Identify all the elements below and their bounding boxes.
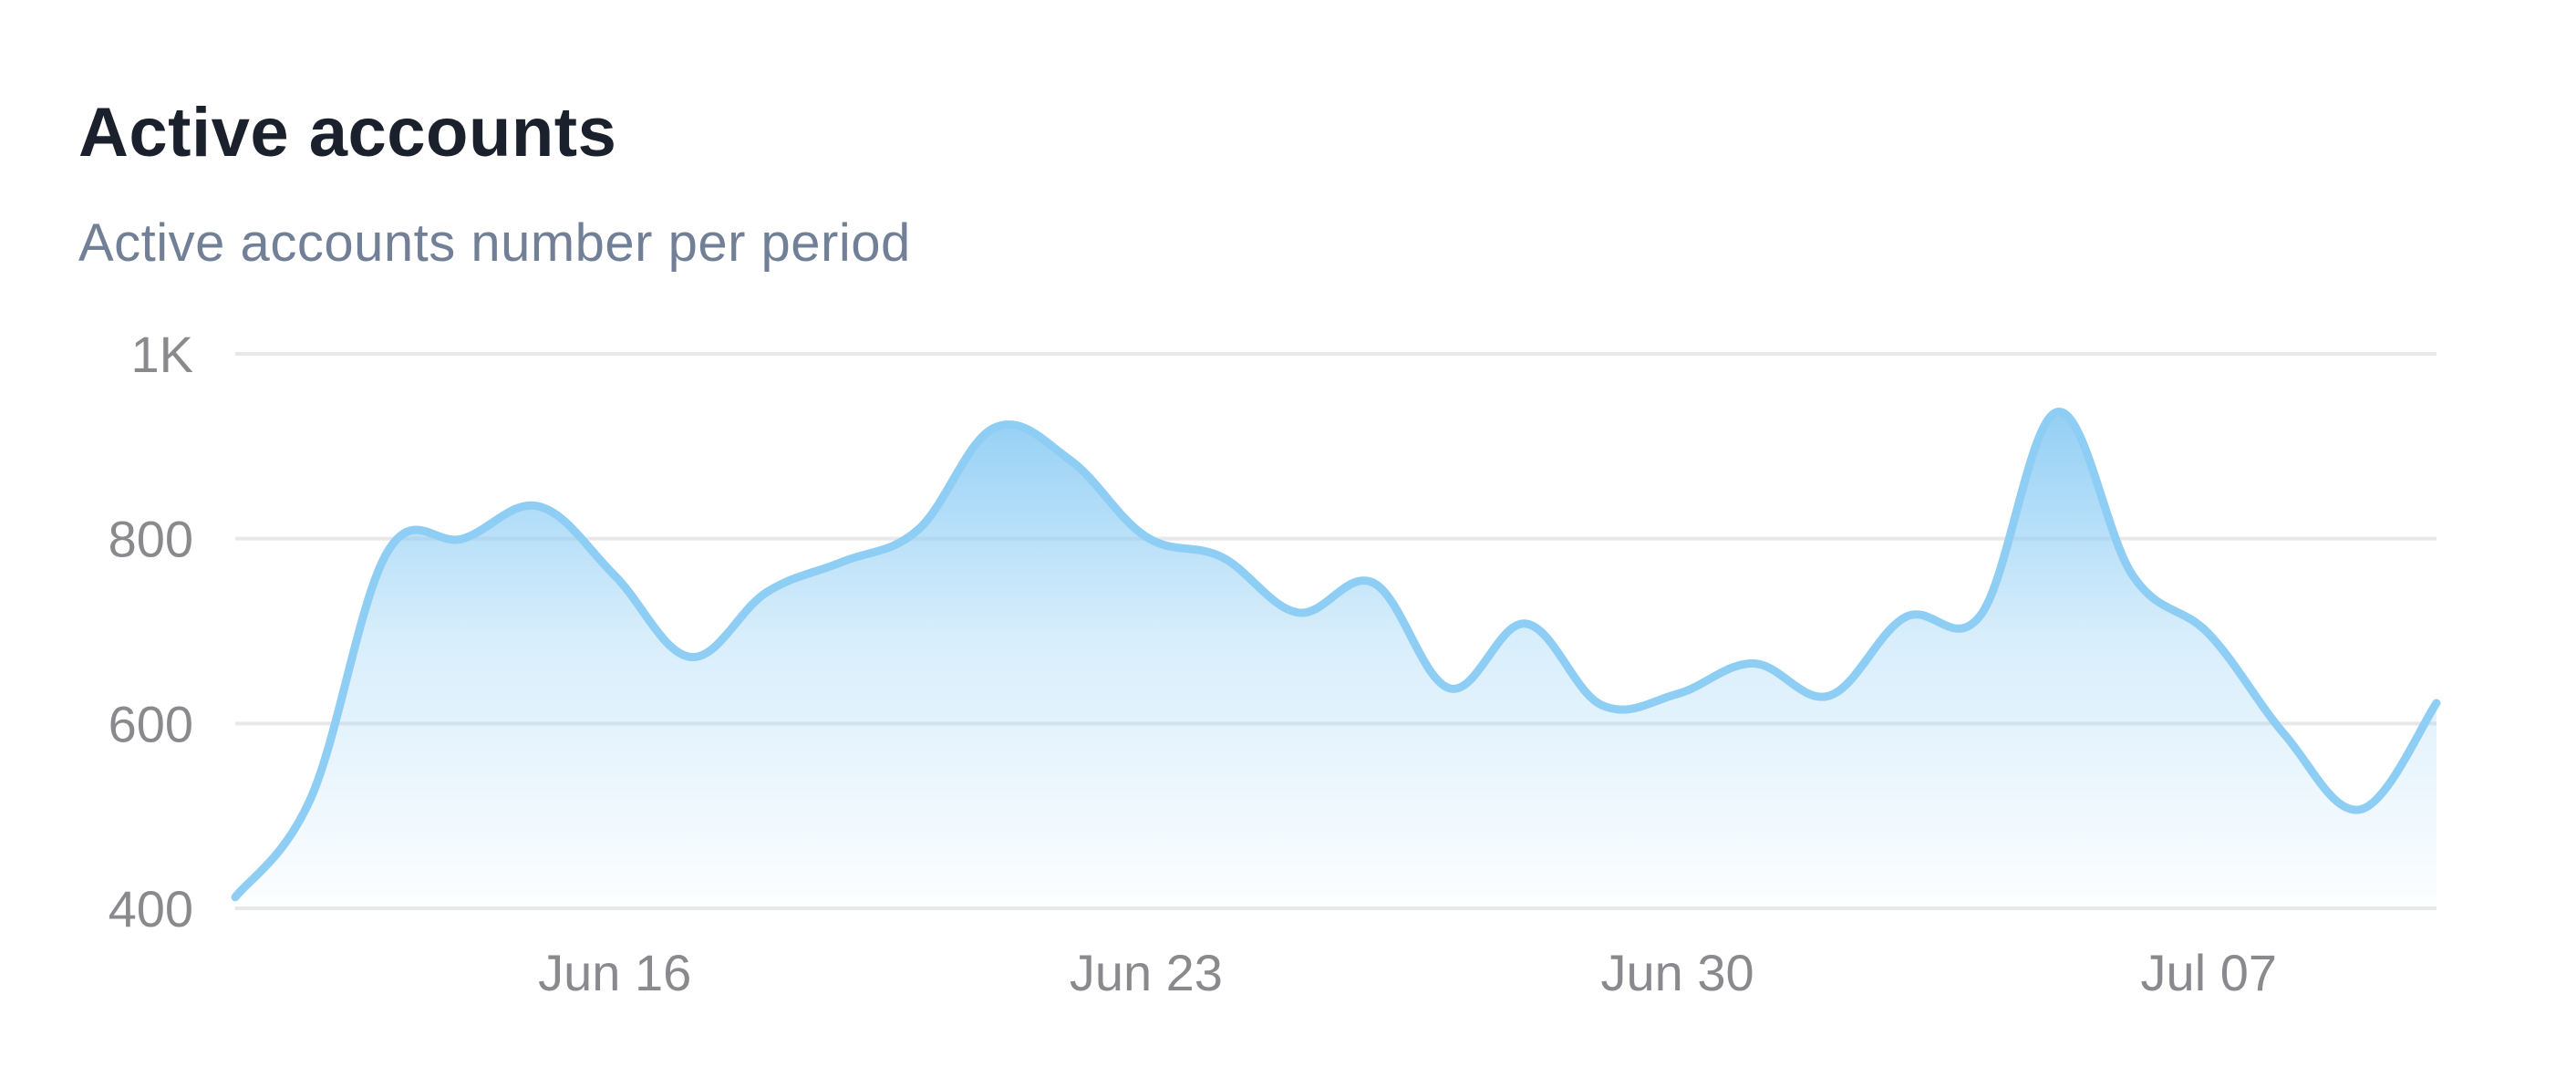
y-tick-label: 600	[109, 695, 193, 752]
x-tick-label: Jun 16	[538, 944, 691, 1001]
x-axis: Jun 16 Jun 23 Jun 30 Jul 07	[538, 944, 2277, 1001]
y-tick-label: 800	[109, 511, 193, 568]
area-layer	[231, 408, 2441, 909]
x-tick-label: Jun 23	[1070, 944, 1223, 1001]
series-line	[231, 408, 2441, 902]
chart-subtitle: Active accounts number per period	[78, 213, 911, 273]
x-tick-label: Jul 07	[2141, 944, 2277, 1001]
y-tick-label: 1K	[131, 326, 194, 383]
x-tick-label: Jun 30	[1601, 944, 1754, 1001]
chart-title: Active accounts	[78, 94, 617, 171]
series-area-fill	[235, 411, 2436, 909]
y-tick-label: 400	[109, 880, 193, 938]
y-axis: 400 600 800 1K	[109, 326, 193, 938]
